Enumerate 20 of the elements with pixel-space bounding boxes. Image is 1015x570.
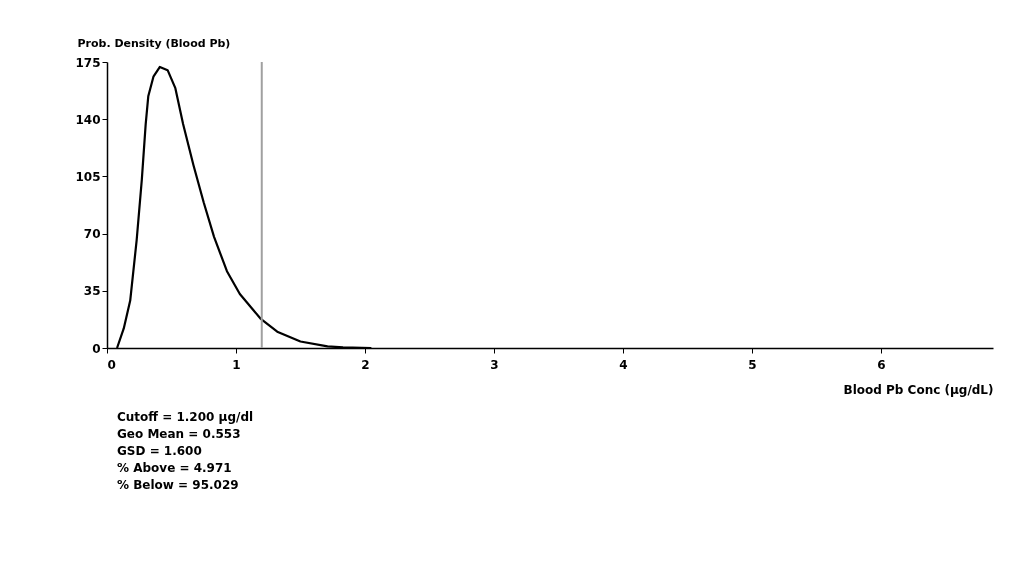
y-tick-label: 105 xyxy=(75,169,101,184)
y-tick-label: 35 xyxy=(83,284,101,299)
text: % Above = 4.971 xyxy=(117,461,232,475)
x-tick-label: 1 xyxy=(232,357,241,372)
y-tick-label: 70 xyxy=(83,227,101,242)
x-tick-label: 4 xyxy=(619,357,628,372)
x-tick-label: 6 xyxy=(877,357,886,372)
text: % Below = 95.029 xyxy=(117,478,239,492)
text: Cutoff = 1.200 µg/dl xyxy=(117,410,254,424)
x-tick-label: 5 xyxy=(748,357,757,372)
x-tick-label: 3 xyxy=(490,357,499,372)
text: Geo Mean = 0.553 xyxy=(117,427,241,441)
text: GSD = 1.600 xyxy=(117,444,202,458)
x-tick-label: 2 xyxy=(361,357,370,372)
y-axis-title: Prob. Density (Blood Pb) xyxy=(77,36,231,50)
y-tick-label: 0 xyxy=(92,341,101,356)
x-axis-title: Blood Pb Conc (µg/dL) xyxy=(843,382,994,397)
x-tick-label: 0 xyxy=(107,357,116,372)
y-tick-label: 140 xyxy=(75,112,101,127)
y-tick-label: 175 xyxy=(75,55,101,70)
